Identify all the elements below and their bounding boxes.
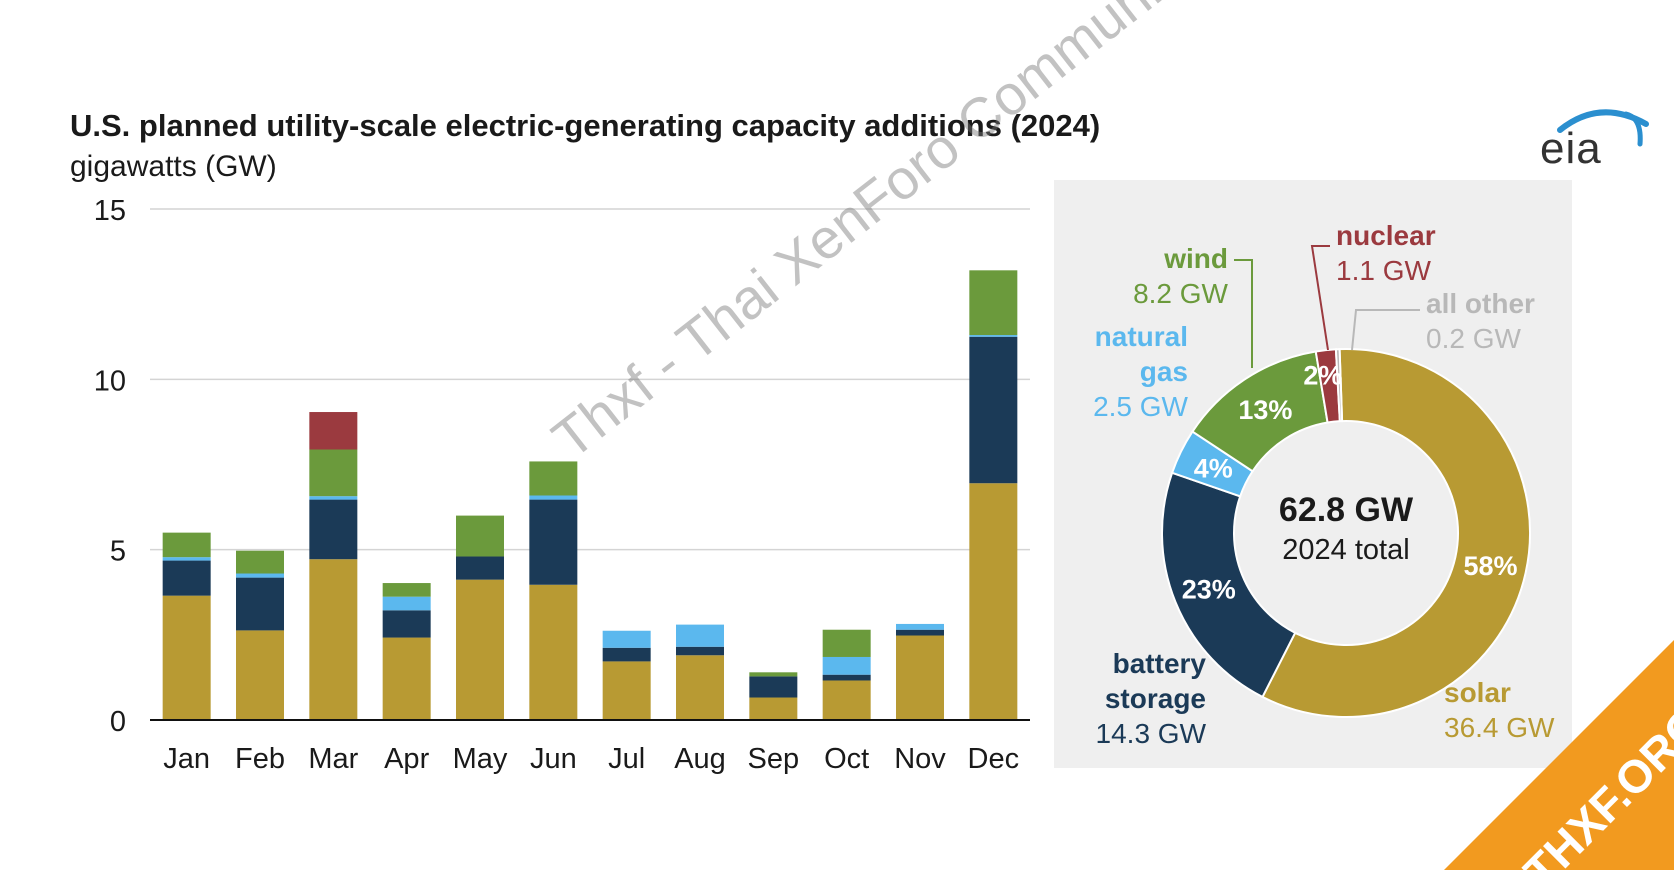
bar-segment-gas — [309, 496, 358, 500]
bar-segment-gas — [162, 557, 211, 561]
x-tick-label: Sep — [748, 743, 800, 775]
bar-segment-battery — [969, 336, 1018, 484]
bar-segment-gas — [529, 495, 578, 500]
donut-pct-label: 13% — [1238, 395, 1292, 425]
donut-pct-label: 58% — [1463, 551, 1517, 581]
y-tick-label: 10 — [94, 365, 126, 397]
bar-segment-wind — [822, 629, 871, 657]
donut-slice-battery — [1161, 471, 1297, 699]
bar-segment-battery — [822, 674, 871, 681]
bar-segment-solar — [309, 559, 358, 720]
bar-segment-solar — [382, 637, 431, 720]
x-tick-label: Mar — [308, 743, 358, 775]
donut-category-label: all other — [1426, 288, 1535, 319]
corner-badge: THXF.ORG — [1444, 640, 1674, 870]
bar-segment-gas — [822, 656, 871, 675]
donut-value-label: 0.2 GW — [1426, 323, 1521, 354]
donut-value-label: 14.3 GW — [1096, 718, 1207, 749]
donut-category-label: storage — [1105, 683, 1206, 714]
bar-segment-solar — [749, 697, 798, 720]
nuclear-leader-line — [1310, 245, 1330, 351]
bar-segment-solar — [456, 579, 504, 720]
x-tick-label: Dec — [968, 743, 1020, 775]
donut-center-value: 62.8 GW — [1279, 491, 1414, 529]
bar-segment-gas — [969, 335, 1018, 337]
bar-segment-battery — [602, 647, 651, 662]
bar-segment-solar — [236, 630, 284, 720]
donut-value-label: 2.5 GW — [1093, 391, 1188, 422]
bar-segment-wind — [749, 672, 798, 677]
bar-segment-wind — [382, 583, 431, 597]
chart-subtitle: gigawatts (GW) — [70, 150, 277, 183]
other-leader-line — [1351, 309, 1420, 351]
bar-segment-battery — [456, 556, 504, 580]
bar-segment-wind — [969, 270, 1018, 336]
bar-segment-wind — [456, 515, 504, 557]
donut-pct-label: 23% — [1182, 574, 1236, 604]
bar-segment-solar — [676, 655, 724, 720]
x-tick-label: Jun — [530, 743, 577, 775]
bar-segment-gas — [896, 623, 944, 630]
eia-logo-icon — [1557, 109, 1649, 147]
bar-segment-battery — [236, 577, 284, 631]
x-tick-label: Oct — [824, 743, 869, 775]
donut-category-label: battery — [1113, 648, 1207, 679]
donut-pct-label: 4% — [1194, 453, 1233, 483]
y-tick-label: 0 — [110, 706, 126, 738]
bar-segment-solar — [529, 584, 578, 720]
bar-segment-wind — [309, 449, 358, 497]
donut-category-label: wind — [1163, 243, 1228, 274]
x-tick-label: Jan — [163, 743, 210, 775]
x-tick-label: Aug — [674, 743, 726, 775]
bar-segment-solar — [162, 595, 211, 720]
bar-segment-battery — [309, 499, 358, 560]
bar-segment-battery — [749, 676, 798, 698]
bar-segment-gas — [382, 596, 431, 611]
x-tick-label: May — [453, 743, 508, 775]
bar-segment-battery — [382, 610, 431, 638]
bar-segment-battery — [162, 560, 211, 596]
bar-segment-wind — [236, 550, 284, 574]
donut-category-label: gas — [1140, 356, 1188, 387]
x-tick-label: Feb — [235, 743, 285, 775]
donut-pct-label: 2% — [1303, 361, 1342, 391]
wind-leader-line — [1234, 259, 1253, 368]
eia-logo-text: eia — [1540, 124, 1602, 173]
bar-segment-solar — [896, 635, 944, 720]
bar-segment-battery — [896, 629, 944, 636]
x-tick-label: Nov — [894, 743, 946, 775]
bar-segment-gas — [602, 630, 651, 648]
donut-category-label: natural — [1095, 321, 1188, 352]
bar-segment-wind — [529, 461, 578, 496]
bar-segment-solar — [822, 680, 871, 720]
donut-slice-solar — [1261, 348, 1531, 718]
bar-segment-solar — [969, 483, 1018, 720]
y-tick-label: 15 — [94, 195, 126, 227]
bar-segment-gas — [676, 624, 724, 647]
bar-segment-nuclear — [309, 412, 358, 450]
donut-center-label: 2024 total — [1282, 534, 1409, 566]
donut-value-label: 8.2 GW — [1133, 278, 1228, 309]
donut-value-label: 1.1 GW — [1336, 255, 1431, 286]
bar-segment-battery — [529, 499, 578, 585]
donut-category-label: nuclear — [1336, 220, 1436, 251]
donut-slice-other — [1334, 348, 1344, 423]
bar-segment-battery — [676, 646, 724, 656]
x-tick-label: Jul — [608, 743, 645, 775]
y-tick-label: 5 — [110, 536, 126, 568]
bar-segment-solar — [602, 661, 651, 720]
chart-title: U.S. planned utility-scale electric-gene… — [70, 108, 1101, 143]
bar-segment-gas — [236, 573, 284, 578]
x-tick-label: Apr — [384, 743, 429, 775]
bar-segment-wind — [162, 532, 211, 558]
